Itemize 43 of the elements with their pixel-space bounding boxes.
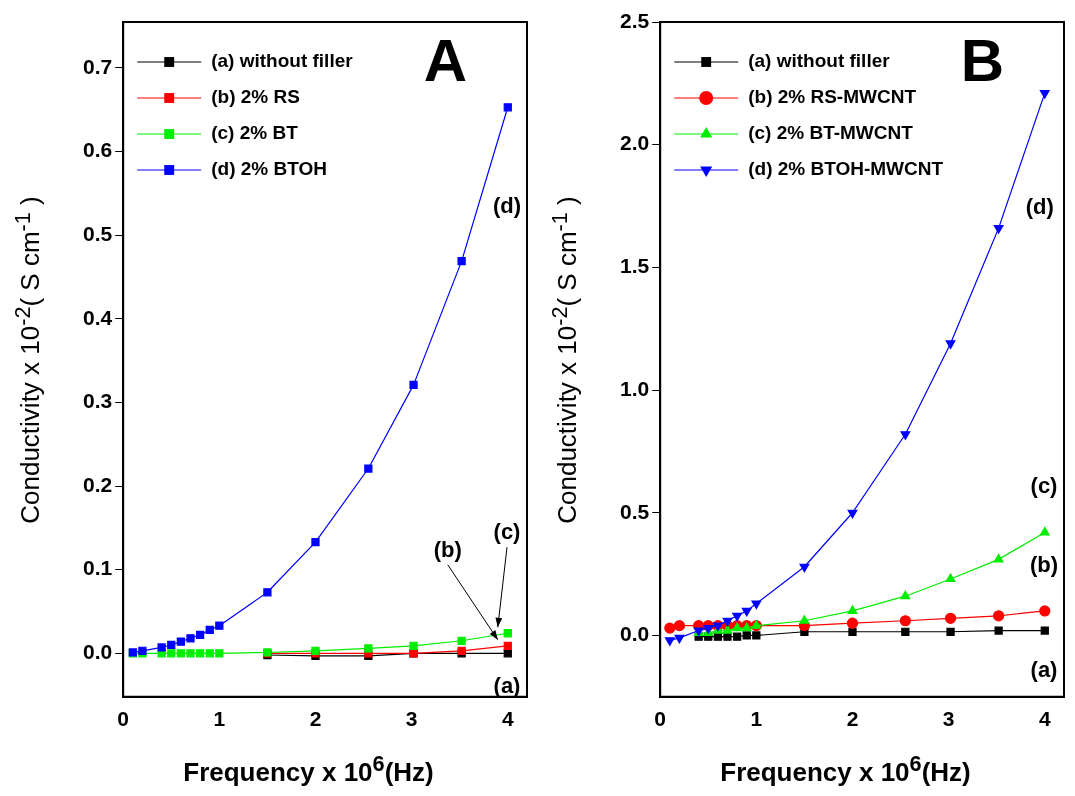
annotation: (b) [433,536,462,562]
y-tick-label: 0.3 [82,389,113,413]
y-tick-label: 0.2 [82,472,113,496]
annotation: (d) [1025,194,1054,220]
legend-label: (b) 2% RS-MWCNT [748,86,917,108]
x-tick-label: 2 [309,707,322,731]
annotation: (a) [1030,656,1058,682]
annotation: (d) [492,193,522,219]
y-tick-label: 0.4 [82,305,113,329]
annotation: (c) [1030,473,1058,499]
annotation: (b) [1029,551,1059,577]
x-tick-label: 1 [213,707,226,731]
legend-label: (b) 2% RS [211,86,300,108]
x-tick-label: 1 [750,707,763,731]
legend-label: (d) 2% BTOH-MWCNT [748,158,944,180]
annotation: A [423,26,467,94]
y-tick-label: 0.6 [82,138,113,162]
y-tick-label: 2.0 [619,131,650,155]
x-tick-label: 4 [501,707,514,731]
y-tick-label: 1.0 [619,376,650,400]
y-tick-label: 2.5 [619,8,650,32]
legend-label: (d) 2% BTOH [211,158,327,180]
x-tick-label: 3 [942,707,955,731]
y-tick-label: 0.0 [619,622,650,646]
x-axis-title: Frequency x 10$^{6}$(Hz) [182,751,435,788]
annotation: (c) [493,519,521,545]
x-tick-label: 0 [654,707,667,731]
y-tick-label: 0.1 [82,556,113,580]
y-tick-label: 1.5 [619,254,650,278]
y-tick-label: 0.0 [82,640,113,664]
legend-label: (c) 2% BT-MWCNT [748,122,914,144]
x-tick-label: 2 [846,707,859,731]
legend-label: (c) 2% BT [211,122,299,144]
x-tick-label: 0 [117,707,130,731]
x-tick-label: 4 [1038,707,1051,731]
legend-label: (a) without filler [748,50,891,72]
x-axis-title: Frequency x 10$^{6}$(Hz) [719,751,972,788]
legend-label: (a) without filler [211,50,354,72]
y-tick-label: 0.7 [82,54,113,78]
y-tick-label: 0.5 [82,222,113,246]
annotation: B [960,26,1004,94]
y-tick-label: 0.5 [619,499,650,523]
x-tick-label: 3 [405,707,418,731]
